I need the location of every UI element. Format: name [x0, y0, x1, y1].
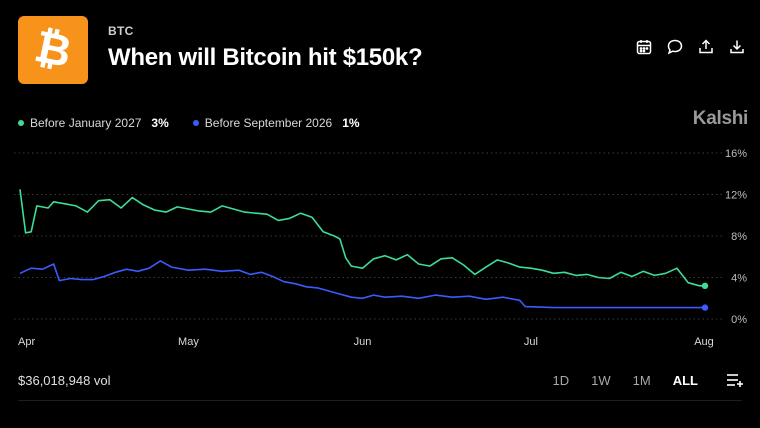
legend-value: 3%: [151, 116, 169, 130]
share-icon[interactable]: [697, 38, 715, 56]
divider: [18, 400, 742, 401]
kalshi-brand: Kalshi: [692, 108, 749, 129]
legend-label: Before September 2026: [204, 116, 333, 130]
bitcoin-logo: ₿: [18, 16, 88, 84]
y-tick-label: 0%: [731, 314, 747, 326]
comment-icon[interactable]: [666, 38, 684, 56]
page-title: When will Bitcoin hit $150k?: [108, 44, 423, 71]
bitcoin-icon: ₿: [30, 21, 76, 78]
x-tick-label: May: [178, 336, 199, 348]
probability-chart: 16% 12% 8% 4% 0% Apr May Jun Jul Aug: [14, 148, 747, 348]
volume-label: $36,018,948 vol: [18, 373, 111, 388]
legend-label: Before January 2027: [30, 116, 142, 130]
legend-value: 1%: [342, 116, 360, 130]
x-tick-label: Jun: [354, 336, 372, 348]
filter-icon[interactable]: [726, 372, 744, 388]
range-1w[interactable]: 1W: [591, 373, 611, 388]
range-all[interactable]: ALL: [672, 373, 698, 388]
y-tick-label: 8%: [731, 231, 747, 243]
x-tick-label: Aug: [694, 336, 714, 348]
calendar-icon[interactable]: [635, 38, 653, 56]
x-tick-label: Jul: [524, 336, 538, 348]
range-1d[interactable]: 1D: [552, 373, 570, 388]
y-tick-label: 4%: [731, 273, 747, 285]
series-line-1: [19, 260, 705, 309]
y-tick-label: 12%: [725, 190, 747, 202]
legend-item-sep-2026[interactable]: Before September 2026 1%: [192, 116, 360, 130]
ticker-label: BTC: [108, 24, 134, 38]
series-line-0: [19, 189, 705, 287]
y-tick-label: 16%: [725, 148, 747, 160]
range-1m[interactable]: 1M: [632, 373, 651, 388]
toolbar: [635, 38, 746, 56]
series-end-point-1: [701, 304, 709, 311]
time-range-selector: 1D 1W 1M ALL: [553, 373, 698, 388]
legend-dot-green: [18, 120, 24, 126]
legend-item-jan-2027[interactable]: Before January 2027 3%: [18, 116, 169, 130]
download-icon[interactable]: [728, 38, 746, 56]
legend-dot-blue: [192, 120, 199, 126]
chart-legend: Before January 2027 3% Before September …: [18, 116, 360, 130]
x-tick-label: Apr: [18, 336, 35, 348]
series-end-point-0: [701, 282, 709, 289]
